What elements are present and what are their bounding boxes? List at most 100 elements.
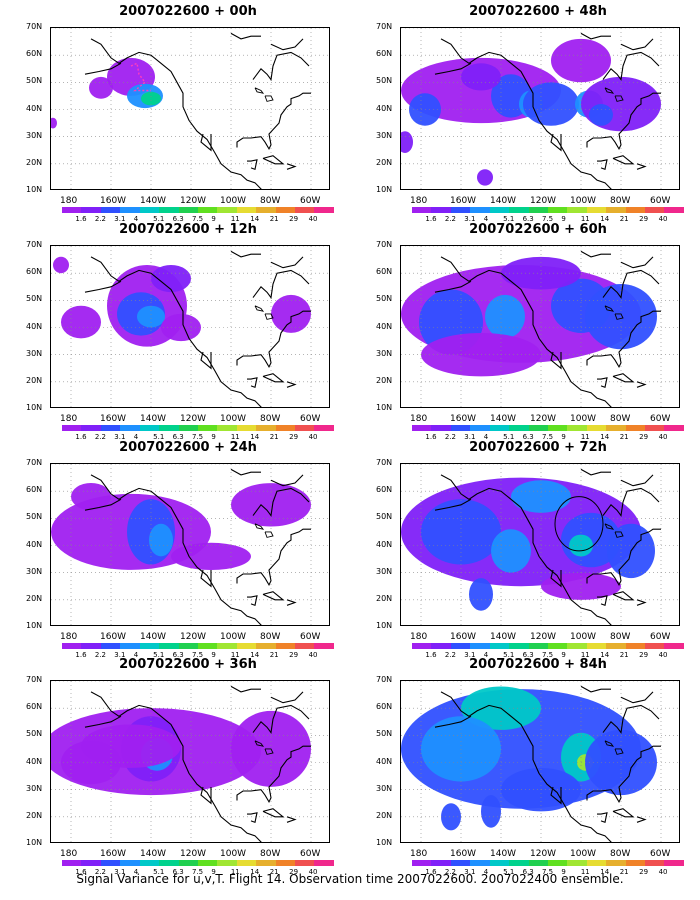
- colorbar-level: 3.1: [464, 433, 476, 441]
- colorbar-swatch: [178, 425, 198, 431]
- panel-title: 2007022600 + 00h: [119, 4, 257, 19]
- longitude-label: 160W: [450, 414, 477, 424]
- colorbar-level: 3.1: [114, 215, 126, 223]
- latitude-label: 60N: [26, 485, 43, 495]
- colorbar-level: 6.3: [172, 433, 184, 441]
- colorbar-level: 14: [250, 215, 260, 223]
- latitude-label: 20N: [376, 593, 393, 603]
- coastline: [580, 685, 611, 693]
- colorbar-swatch: [450, 860, 471, 866]
- longitude-label: 80W: [610, 196, 631, 206]
- longitude-label: 60W: [650, 414, 671, 424]
- longitude-label: 160W: [100, 196, 127, 206]
- colorbar-level: 7.5: [192, 433, 204, 441]
- panel-title: 2007022600 + 60h: [469, 222, 607, 237]
- variance-contour: [171, 542, 251, 570]
- variance-contour: [51, 117, 57, 129]
- colorbar-swatch: [450, 643, 471, 649]
- longitude-label: 100W: [220, 632, 247, 642]
- colorbar-swatch: [664, 860, 684, 866]
- lake-outline: [264, 313, 274, 320]
- colorbar-level: 1.6: [425, 433, 437, 441]
- colorbar-swatch: [567, 207, 587, 213]
- colorbar: [412, 425, 684, 431]
- colorbar-swatch: [236, 207, 257, 213]
- colorbar-swatch: [567, 425, 587, 431]
- colorbar-swatch: [625, 643, 646, 649]
- colorbar-level: 40: [308, 215, 318, 223]
- colorbar-level: 9: [211, 215, 216, 223]
- colorbar-swatch: [431, 207, 451, 213]
- longitude-label: 120W: [180, 196, 207, 206]
- coastline: [262, 373, 285, 383]
- variance-contour: [421, 499, 501, 565]
- coastline: [612, 155, 635, 165]
- colorbar-level: 40: [308, 433, 318, 441]
- lake-outline: [264, 748, 274, 755]
- coastline: [286, 816, 297, 823]
- coastline: [636, 163, 647, 170]
- latitude-label: 70N: [376, 22, 393, 31]
- longitude-label: 140W: [490, 849, 517, 859]
- colorbar-swatch: [159, 860, 179, 866]
- coastline: [200, 786, 212, 805]
- map-area: [50, 463, 330, 626]
- colorbar-level: 7.5: [542, 215, 554, 223]
- colorbar-swatch: [606, 207, 626, 213]
- colorbar-swatch: [256, 425, 276, 431]
- lake-outline: [614, 95, 624, 102]
- coastline: [550, 786, 562, 805]
- colorbar-level: 7.5: [192, 868, 204, 876]
- latitude-label: 40N: [376, 756, 393, 766]
- colorbar-swatch: [62, 643, 82, 649]
- coastline: [580, 32, 611, 40]
- coastline: [602, 487, 660, 517]
- colorbar-swatch: [606, 860, 626, 866]
- longitude-label: 80W: [260, 849, 281, 859]
- colorbar-swatch: [314, 207, 334, 213]
- colorbar-swatch: [256, 643, 276, 649]
- latitude-label: 10N: [376, 621, 393, 630]
- lake-outline: [604, 523, 615, 530]
- longitude-label: 120W: [180, 414, 207, 424]
- colorbar-swatch: [62, 860, 82, 866]
- colorbar-swatch: [197, 643, 218, 649]
- latitude-label: 40N: [26, 103, 43, 113]
- figure-caption: Signal Variance for u,v,T. Flight 14. Ob…: [76, 872, 624, 886]
- colorbar-swatch: [489, 643, 510, 649]
- coastline: [550, 133, 562, 152]
- latitude-label: 10N: [26, 403, 43, 412]
- latitude-label: 50N: [376, 76, 393, 86]
- colorbar-level: 1.6: [75, 651, 87, 659]
- panel-title: 2007022600 + 24h: [119, 440, 257, 455]
- map-panel: 2007022600 + 00h 70N 60N 50N 40N 30N 20N 10N 180…: [18, 4, 358, 223]
- colorbar-level: 2.2: [444, 215, 456, 223]
- colorbar-level: 9: [211, 651, 216, 659]
- colorbar-level: 4: [133, 868, 139, 876]
- longitude-label: 140W: [140, 414, 167, 424]
- coastline: [440, 691, 612, 842]
- coastline: [434, 280, 472, 293]
- colorbar-level: 3.1: [114, 868, 126, 876]
- latitude-label: 70N: [376, 240, 393, 249]
- coastline: [84, 498, 122, 511]
- latitude-label: 30N: [26, 348, 43, 358]
- colorbar-level: 3.1: [464, 215, 476, 223]
- colorbar: [412, 643, 684, 649]
- panel-title: 2007022600 + 72h: [469, 440, 607, 455]
- coastline: [620, 256, 654, 269]
- colorbar-swatch: [81, 860, 101, 866]
- colorbar-swatch: [159, 643, 179, 649]
- coastline: [90, 38, 262, 189]
- longitude-label: 60W: [300, 196, 321, 206]
- longitude-label: 80W: [610, 414, 631, 424]
- coastline: [580, 250, 611, 258]
- colorbar-level: 40: [658, 433, 668, 441]
- colorbar-swatch: [100, 643, 121, 649]
- coastline: [84, 62, 122, 75]
- variance-contour: [151, 265, 191, 293]
- flight-track: [130, 62, 151, 92]
- colorbar-swatch: [217, 207, 237, 213]
- coastline: [586, 528, 661, 587]
- longitude-label: 140W: [490, 196, 517, 206]
